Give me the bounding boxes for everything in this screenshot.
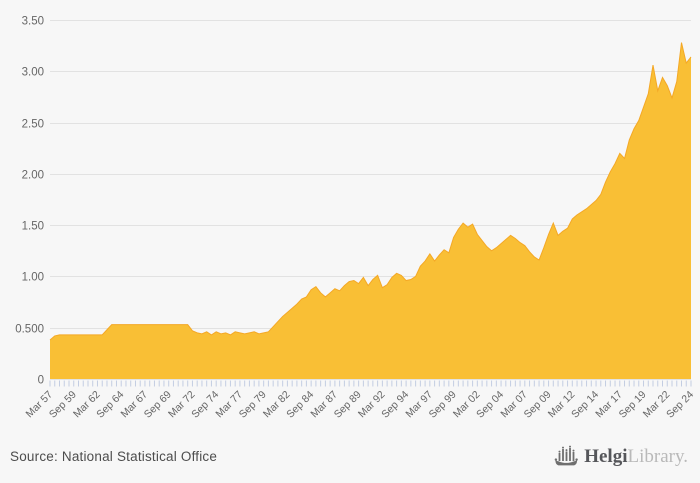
x-axis-tick-marks (49, 380, 692, 387)
brand-name: HelgiLibrary. (584, 447, 688, 466)
chart-footer: Source: National Statistical Office Helg… (0, 435, 700, 483)
area-top-line (49, 42, 692, 341)
viking-ship-icon (554, 445, 579, 465)
y-axis-label: 0.500 (15, 324, 44, 336)
area-series[interactable] (49, 42, 692, 379)
y-axis-label: 1.50 (22, 221, 44, 233)
y-axis-label: 0 (38, 375, 44, 387)
chart-canvas: 3.50 3.00 2.50 2.00 1.50 1.00 0.500 0 Mar 57Sep… (15, 16, 697, 421)
brand-logo: HelgiLibrary. (554, 445, 688, 468)
y-axis-label: 3.00 (22, 67, 44, 79)
y-axis-label: 1.00 (22, 272, 44, 284)
y-axis-label: 2.50 (22, 119, 44, 131)
brand-name-light: Library. (627, 445, 689, 467)
x-axis-label: Sep 24 (664, 389, 696, 421)
source-text: Source: National Statistical Office (10, 448, 218, 464)
area-chart: 3.50 3.00 2.50 2.00 1.50 1.00 0.500 0 Mar 57 Sep… (15, 16, 697, 421)
y-axis-label: 2.00 (22, 170, 44, 182)
area-fill[interactable] (50, 42, 691, 379)
brand-name-bold: Helgi (584, 445, 628, 467)
y-axis-labels: 3.50 3.00 2.50 2.00 1.50 1.00 0.500 0 (15, 16, 44, 387)
y-axis-label: 3.50 (22, 16, 44, 28)
